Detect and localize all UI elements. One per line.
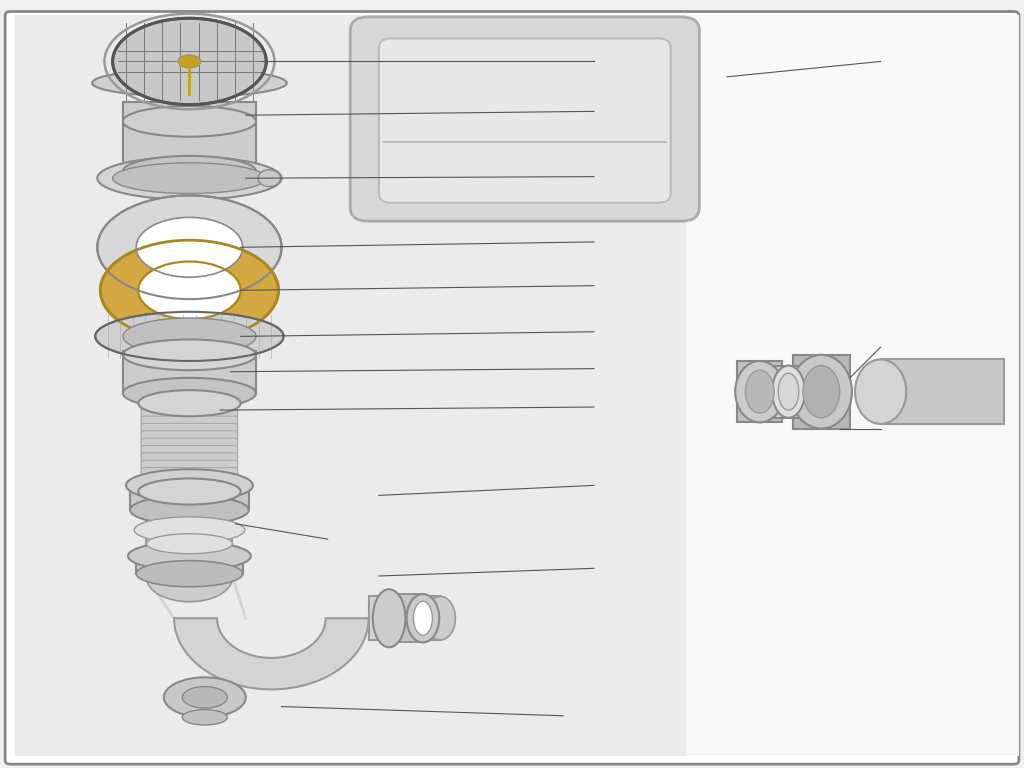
Ellipse shape <box>146 553 232 602</box>
Ellipse shape <box>425 597 456 640</box>
Ellipse shape <box>136 561 243 587</box>
Ellipse shape <box>146 486 232 535</box>
Ellipse shape <box>407 594 439 642</box>
FancyBboxPatch shape <box>5 12 1019 764</box>
Ellipse shape <box>123 156 256 187</box>
Bar <box>146 510 232 578</box>
Ellipse shape <box>123 318 256 355</box>
Bar <box>123 102 256 171</box>
FancyBboxPatch shape <box>379 38 671 203</box>
Ellipse shape <box>136 217 243 277</box>
Ellipse shape <box>97 195 282 299</box>
Bar <box>737 361 782 422</box>
FancyBboxPatch shape <box>141 453 238 472</box>
Ellipse shape <box>182 710 227 725</box>
FancyBboxPatch shape <box>141 409 238 427</box>
FancyBboxPatch shape <box>141 482 238 501</box>
Ellipse shape <box>414 601 432 635</box>
Ellipse shape <box>373 589 406 647</box>
Ellipse shape <box>182 687 227 708</box>
Bar <box>793 355 850 429</box>
Ellipse shape <box>97 157 282 200</box>
Ellipse shape <box>855 359 906 424</box>
FancyBboxPatch shape <box>141 475 238 493</box>
Ellipse shape <box>258 170 281 187</box>
Ellipse shape <box>123 106 256 137</box>
Ellipse shape <box>178 55 201 68</box>
FancyBboxPatch shape <box>141 423 238 442</box>
Ellipse shape <box>138 261 241 319</box>
Ellipse shape <box>95 312 284 361</box>
FancyBboxPatch shape <box>141 468 238 486</box>
Ellipse shape <box>126 469 253 502</box>
Ellipse shape <box>100 240 279 340</box>
Bar <box>369 597 440 640</box>
Ellipse shape <box>745 370 774 413</box>
Bar <box>775 366 802 418</box>
Bar <box>387 594 423 642</box>
Ellipse shape <box>113 18 266 104</box>
FancyBboxPatch shape <box>141 445 238 464</box>
Ellipse shape <box>803 366 840 418</box>
Ellipse shape <box>778 373 799 410</box>
Bar <box>15 15 686 756</box>
Ellipse shape <box>164 677 246 717</box>
Ellipse shape <box>113 163 266 194</box>
Bar <box>123 351 256 393</box>
Ellipse shape <box>128 541 251 571</box>
Ellipse shape <box>138 390 241 416</box>
Bar <box>136 554 243 574</box>
Bar <box>130 485 249 510</box>
FancyBboxPatch shape <box>141 438 238 456</box>
FancyBboxPatch shape <box>141 394 238 412</box>
FancyBboxPatch shape <box>350 17 699 221</box>
Ellipse shape <box>123 378 256 409</box>
Ellipse shape <box>772 366 805 418</box>
Ellipse shape <box>92 69 287 97</box>
Bar <box>686 15 1019 756</box>
Ellipse shape <box>791 355 852 429</box>
Ellipse shape <box>735 361 784 422</box>
Polygon shape <box>174 618 369 690</box>
Ellipse shape <box>146 534 232 554</box>
Ellipse shape <box>134 517 245 543</box>
Ellipse shape <box>130 495 249 525</box>
FancyBboxPatch shape <box>141 402 238 420</box>
FancyBboxPatch shape <box>141 460 238 478</box>
FancyBboxPatch shape <box>141 416 238 435</box>
FancyBboxPatch shape <box>141 431 238 449</box>
Bar <box>881 359 1004 424</box>
Ellipse shape <box>123 339 256 370</box>
Ellipse shape <box>138 478 241 505</box>
